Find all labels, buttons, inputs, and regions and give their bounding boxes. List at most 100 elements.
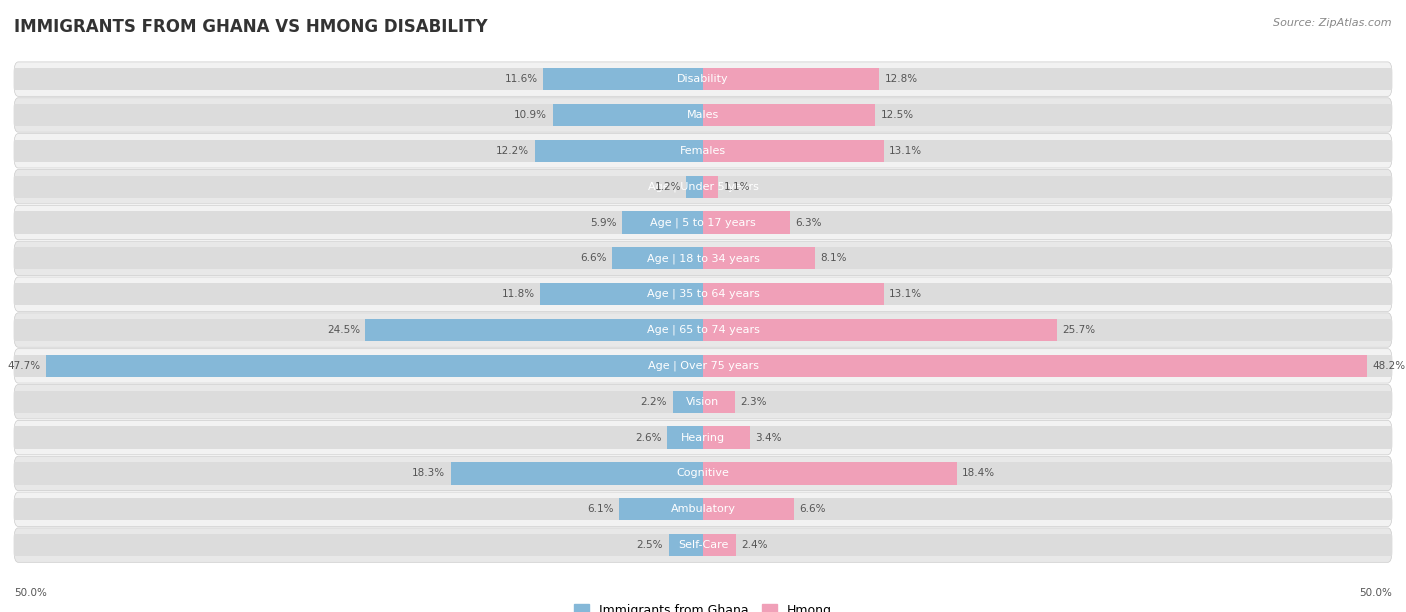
Bar	[668, 427, 703, 449]
Text: 25.7%: 25.7%	[1063, 325, 1095, 335]
Text: 13.1%: 13.1%	[889, 146, 922, 156]
Text: Age | 65 to 74 years: Age | 65 to 74 years	[647, 325, 759, 335]
Bar	[703, 498, 1392, 520]
Bar	[703, 534, 737, 556]
Text: 8.1%: 8.1%	[820, 253, 846, 263]
FancyBboxPatch shape	[14, 170, 1392, 204]
Text: Age | Over 75 years: Age | Over 75 years	[648, 360, 758, 371]
Bar	[703, 176, 1392, 198]
Bar	[703, 68, 879, 90]
Text: 6.1%: 6.1%	[586, 504, 613, 514]
Text: 18.3%: 18.3%	[412, 468, 446, 479]
Text: Vision: Vision	[686, 397, 720, 407]
Bar	[543, 68, 703, 90]
Text: 3.4%: 3.4%	[755, 433, 782, 442]
Bar	[14, 211, 703, 234]
Bar	[703, 140, 883, 162]
Text: 1.1%: 1.1%	[724, 182, 751, 192]
Text: 12.5%: 12.5%	[880, 110, 914, 120]
Bar	[14, 140, 703, 162]
Text: 2.3%: 2.3%	[740, 397, 766, 407]
Text: Hearing: Hearing	[681, 433, 725, 442]
Bar	[703, 390, 735, 413]
FancyBboxPatch shape	[14, 384, 1392, 419]
Text: 1.2%: 1.2%	[654, 182, 681, 192]
Text: 11.8%: 11.8%	[502, 289, 534, 299]
FancyBboxPatch shape	[14, 133, 1392, 168]
Text: IMMIGRANTS FROM GHANA VS HMONG DISABILITY: IMMIGRANTS FROM GHANA VS HMONG DISABILIT…	[14, 18, 488, 36]
Bar	[540, 283, 703, 305]
Bar	[703, 68, 1392, 90]
Text: 2.4%: 2.4%	[741, 540, 768, 550]
Text: 48.2%: 48.2%	[1372, 361, 1406, 371]
Bar	[14, 283, 703, 305]
Bar	[534, 140, 703, 162]
Text: 13.1%: 13.1%	[889, 289, 922, 299]
Text: Cognitive: Cognitive	[676, 468, 730, 479]
Text: 2.5%: 2.5%	[637, 540, 664, 550]
FancyBboxPatch shape	[14, 313, 1392, 347]
Bar	[703, 355, 1392, 377]
FancyBboxPatch shape	[14, 349, 1392, 383]
FancyBboxPatch shape	[14, 277, 1392, 312]
Text: Females: Females	[681, 146, 725, 156]
Bar	[14, 427, 703, 449]
Bar	[703, 462, 1392, 485]
Bar	[672, 390, 703, 413]
FancyBboxPatch shape	[14, 98, 1392, 132]
FancyBboxPatch shape	[14, 420, 1392, 455]
Text: Disability: Disability	[678, 74, 728, 84]
Bar	[703, 176, 718, 198]
Bar	[703, 355, 1367, 377]
Bar	[14, 462, 703, 485]
Bar	[686, 176, 703, 198]
Bar	[621, 211, 703, 234]
FancyBboxPatch shape	[14, 241, 1392, 275]
Text: 2.2%: 2.2%	[641, 397, 668, 407]
Text: Age | Under 5 years: Age | Under 5 years	[648, 181, 758, 192]
Text: 6.6%: 6.6%	[800, 504, 825, 514]
Bar	[703, 390, 1392, 413]
Text: 6.3%: 6.3%	[796, 217, 823, 228]
Text: 50.0%: 50.0%	[14, 588, 46, 597]
Text: Self-Care: Self-Care	[678, 540, 728, 550]
Bar	[703, 427, 1392, 449]
Bar	[14, 534, 703, 556]
Bar	[703, 319, 1392, 341]
Legend: Immigrants from Ghana, Hmong: Immigrants from Ghana, Hmong	[569, 599, 837, 612]
Text: Age | 5 to 17 years: Age | 5 to 17 years	[650, 217, 756, 228]
Text: 12.8%: 12.8%	[884, 74, 918, 84]
Text: 10.9%: 10.9%	[515, 110, 547, 120]
Bar	[703, 247, 1392, 269]
Bar	[14, 355, 703, 377]
Text: 47.7%: 47.7%	[7, 361, 41, 371]
Text: Age | 18 to 34 years: Age | 18 to 34 years	[647, 253, 759, 264]
FancyBboxPatch shape	[14, 62, 1392, 96]
Bar	[703, 211, 1392, 234]
Bar	[451, 462, 703, 485]
Text: 12.2%: 12.2%	[496, 146, 530, 156]
Bar	[703, 427, 749, 449]
Bar	[703, 247, 814, 269]
Text: 50.0%: 50.0%	[1360, 588, 1392, 597]
Bar	[366, 319, 703, 341]
Bar	[703, 534, 1392, 556]
Bar	[703, 283, 1392, 305]
Text: Source: ZipAtlas.com: Source: ZipAtlas.com	[1274, 18, 1392, 28]
Text: 6.6%: 6.6%	[581, 253, 606, 263]
Text: Ambulatory: Ambulatory	[671, 504, 735, 514]
FancyBboxPatch shape	[14, 492, 1392, 526]
Bar	[703, 211, 790, 234]
Bar	[619, 498, 703, 520]
Bar	[612, 247, 703, 269]
Text: Males: Males	[688, 110, 718, 120]
Bar	[703, 104, 1392, 126]
Bar	[14, 104, 703, 126]
Bar	[703, 462, 956, 485]
Bar	[703, 498, 794, 520]
Bar	[14, 319, 703, 341]
Bar	[703, 319, 1057, 341]
Bar	[14, 390, 703, 413]
FancyBboxPatch shape	[14, 456, 1392, 491]
Text: 24.5%: 24.5%	[326, 325, 360, 335]
